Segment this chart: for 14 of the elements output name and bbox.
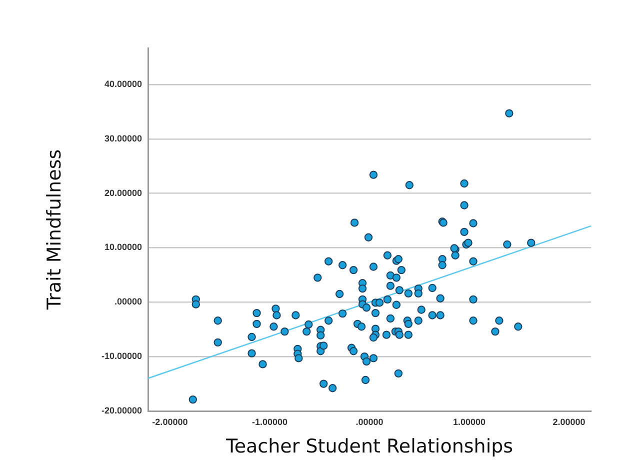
y-tick-label: .00000	[114, 296, 142, 307]
x-tick-label: -1.00000	[252, 416, 288, 427]
y-tick-label: 30.00000	[104, 133, 142, 144]
y-tick-label: 40.00000	[104, 78, 142, 89]
y-tick-label: 20.00000	[104, 188, 142, 198]
y-axis-title: Trait Mindfulness	[43, 149, 66, 311]
x-tick-label: .00000	[356, 416, 384, 427]
y-tick-label: -20.00000	[101, 405, 142, 416]
x-tick-label: -2.00000	[152, 416, 188, 427]
x-axis-title: Teacher Student Relationships	[224, 436, 514, 458]
y-tick-label: -10.00000	[101, 351, 142, 362]
y-tick-label: 10.00000	[104, 242, 142, 252]
x-tick-label: 1.00000	[453, 416, 486, 427]
x-tick-label: 2.00000	[552, 416, 586, 427]
